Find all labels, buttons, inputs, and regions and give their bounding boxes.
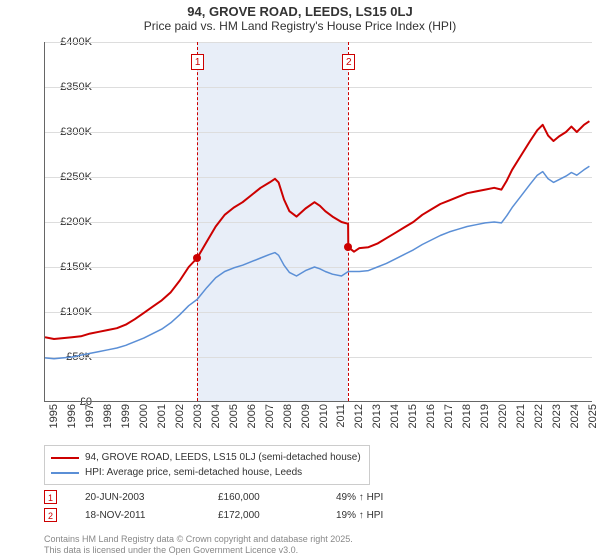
x-tick-label: 2017 bbox=[443, 404, 455, 428]
series-property bbox=[45, 121, 589, 339]
x-tick-label: 2008 bbox=[282, 404, 294, 428]
x-tick-label: 2002 bbox=[174, 404, 186, 428]
footer-line-2: This data is licensed under the Open Gov… bbox=[44, 545, 353, 556]
x-tick-label: 2021 bbox=[515, 404, 527, 428]
x-tick-label: 2003 bbox=[192, 404, 204, 428]
legend-swatch bbox=[51, 472, 79, 474]
legend-label: HPI: Average price, semi-detached house,… bbox=[85, 465, 302, 480]
footer-line-1: Contains HM Land Registry data © Crown c… bbox=[44, 534, 353, 545]
event-price: £172,000 bbox=[218, 510, 308, 521]
x-tick-label: 2006 bbox=[246, 404, 258, 428]
x-tick-label: 1997 bbox=[84, 404, 96, 428]
event-row: 1 20-JUN-2003 £160,000 49% ↑ HPI bbox=[44, 488, 416, 506]
x-tick-label: 2016 bbox=[425, 404, 437, 428]
line-svg bbox=[45, 42, 593, 402]
event-row: 2 18-NOV-2011 £172,000 19% ↑ HPI bbox=[44, 506, 416, 524]
chart-title: 94, GROVE ROAD, LEEDS, LS15 0LJ bbox=[0, 0, 600, 19]
x-tick-label: 1996 bbox=[66, 404, 78, 428]
x-tick-label: 2005 bbox=[228, 404, 240, 428]
event-date: 20-JUN-2003 bbox=[85, 492, 190, 503]
x-axis: 1995 1996 1997 1998 1999 2000 2001 2002 2003 2004… bbox=[44, 404, 592, 444]
x-tick-label: 2022 bbox=[533, 404, 545, 428]
x-tick-label: 2013 bbox=[371, 404, 383, 428]
event-delta: 19% ↑ HPI bbox=[336, 510, 416, 521]
event-dot bbox=[344, 243, 352, 251]
chart-area: 12 bbox=[44, 42, 592, 402]
event-marker-box: 1 bbox=[191, 54, 204, 70]
x-tick-label: 2000 bbox=[138, 404, 150, 428]
x-tick-label: 2018 bbox=[461, 404, 473, 428]
x-tick-label: 1999 bbox=[120, 404, 132, 428]
x-tick-label: 2015 bbox=[407, 404, 419, 428]
x-tick-label: 2010 bbox=[318, 404, 330, 428]
footer: Contains HM Land Registry data © Crown c… bbox=[44, 534, 353, 556]
event-delta: 49% ↑ HPI bbox=[336, 492, 416, 503]
x-tick-label: 2012 bbox=[353, 404, 365, 428]
x-tick-label: 2004 bbox=[210, 404, 222, 428]
event-dot bbox=[193, 254, 201, 262]
x-tick-label: 1998 bbox=[102, 404, 114, 428]
x-tick-label: 2009 bbox=[300, 404, 312, 428]
event-table: 1 20-JUN-2003 £160,000 49% ↑ HPI 2 18-NOV-201… bbox=[44, 488, 416, 524]
legend-swatch bbox=[51, 457, 79, 459]
x-tick-label: 2024 bbox=[569, 404, 581, 428]
legend-item: 94, GROVE ROAD, LEEDS, LS15 0LJ (semi-de… bbox=[51, 450, 361, 465]
event-index-box: 1 bbox=[44, 490, 57, 504]
x-tick-label: 2014 bbox=[389, 404, 401, 428]
x-tick-label: 2007 bbox=[264, 404, 276, 428]
plot: 12 bbox=[44, 42, 592, 402]
event-date: 18-NOV-2011 bbox=[85, 510, 190, 521]
event-price: £160,000 bbox=[218, 492, 308, 503]
chart-subtitle: Price paid vs. HM Land Registry's House … bbox=[0, 19, 600, 35]
legend-item: HPI: Average price, semi-detached house,… bbox=[51, 465, 361, 480]
series-hpi bbox=[45, 166, 589, 359]
event-marker-box: 2 bbox=[342, 54, 355, 70]
x-tick-label: 2023 bbox=[551, 404, 563, 428]
x-tick-label: 2001 bbox=[156, 404, 168, 428]
legend: 94, GROVE ROAD, LEEDS, LS15 0LJ (semi-de… bbox=[44, 445, 370, 485]
x-tick-label: 2020 bbox=[497, 404, 509, 428]
x-tick-label: 2011 bbox=[335, 404, 347, 428]
x-tick-label: 2025 bbox=[587, 404, 599, 428]
event-index-box: 2 bbox=[44, 508, 57, 522]
x-tick-label: 2019 bbox=[479, 404, 491, 428]
legend-label: 94, GROVE ROAD, LEEDS, LS15 0LJ (semi-de… bbox=[85, 450, 361, 465]
x-tick-label: 1995 bbox=[48, 404, 60, 428]
